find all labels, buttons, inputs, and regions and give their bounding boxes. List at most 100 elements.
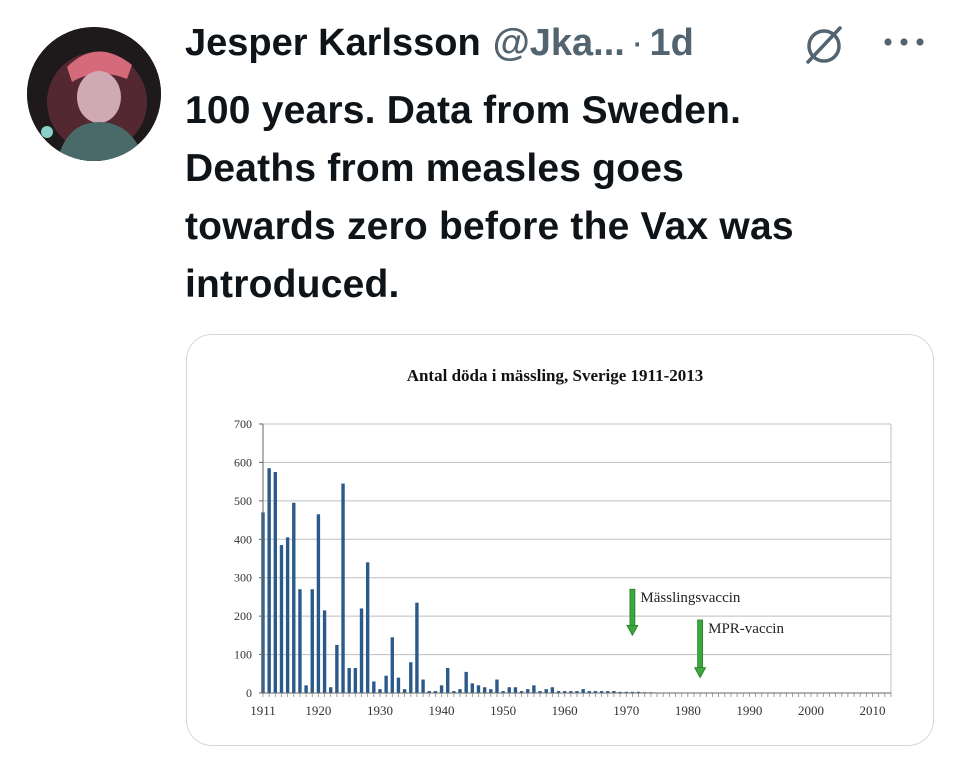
x-tick-label: 1920: [305, 703, 331, 718]
bar: [575, 691, 579, 693]
bar: [581, 689, 585, 693]
bar: [378, 689, 382, 693]
x-tick-label: 1970: [613, 703, 639, 718]
bar: [390, 637, 394, 693]
x-tick-label: 2000: [798, 703, 824, 718]
x-tick-label: 1990: [736, 703, 762, 718]
y-tick-label: 300: [234, 571, 252, 585]
bar: [273, 472, 278, 693]
tweet-text-line: towards zero before the Vax was: [185, 205, 794, 248]
y-tick-label: 100: [234, 648, 252, 662]
bar: [606, 691, 610, 693]
bar: [446, 668, 450, 693]
bar: [427, 691, 431, 693]
bar: [556, 691, 561, 693]
bar: [464, 671, 468, 693]
bar: [365, 562, 370, 693]
bar: [526, 689, 530, 693]
tweet-text-line: Deaths from measles goes: [185, 147, 685, 190]
bar: [636, 691, 641, 693]
vaccine-label: Mässlingsvaccin: [640, 590, 740, 606]
bar: [279, 545, 284, 693]
y-tick-label: 500: [234, 494, 252, 508]
bar: [562, 691, 567, 693]
bar: [372, 681, 376, 693]
bar: [513, 687, 518, 693]
bar: [569, 691, 573, 693]
bar: [476, 685, 481, 693]
y-tick-label: 600: [234, 455, 252, 469]
x-tick-label: 1980: [675, 703, 701, 718]
bar: [550, 687, 555, 693]
bar: [544, 689, 548, 693]
avatar[interactable]: [27, 27, 161, 161]
x-tick-label: 1911: [250, 703, 276, 718]
bar: [470, 683, 475, 693]
bar: [501, 691, 505, 693]
measles-chart: Antal döda i mässling, Sverige 1911-2013…: [234, 366, 892, 718]
bar: [532, 685, 536, 693]
tweet-text-line: introduced.: [185, 263, 400, 306]
tweet-text-line: 100 years. Data from Sweden.: [185, 89, 742, 132]
bar: [292, 502, 296, 693]
bar: [298, 589, 302, 693]
bar: [384, 675, 388, 693]
vaccine-arrow: [626, 588, 639, 637]
bar: [341, 483, 345, 693]
separator-dot: ·: [630, 21, 644, 64]
bar: [322, 610, 327, 693]
bar: [630, 691, 635, 693]
vaccine-arrow: [693, 619, 707, 679]
grok-icon[interactable]: [800, 20, 848, 68]
bar: [267, 468, 271, 693]
tweet-media-chart[interactable]: Antal döda i mässling, Sverige 1911-2013…: [186, 334, 934, 746]
y-tick-label: 400: [234, 532, 252, 546]
bar: [538, 691, 542, 693]
vaccine-label: MPR-vaccin: [708, 621, 784, 637]
bar: [507, 687, 511, 693]
bar: [519, 691, 524, 693]
y-tick-label: 200: [234, 609, 252, 623]
x-tick-label: 1930: [367, 703, 393, 718]
tweet-text: 100 years. Data from Sweden. Deaths from…: [185, 82, 925, 314]
bar: [618, 691, 622, 693]
bar: [593, 691, 598, 693]
bar: [458, 689, 462, 693]
bar: [612, 691, 616, 693]
bar: [489, 689, 493, 693]
bar: [587, 691, 592, 693]
bar: [452, 691, 456, 693]
timestamp[interactable]: 1d: [649, 21, 694, 64]
bar: [359, 608, 364, 693]
bar: [433, 691, 438, 693]
bar: [439, 685, 444, 693]
author-name[interactable]: Jesper Karlsson: [185, 21, 481, 64]
bar: [409, 662, 413, 693]
bar: [482, 687, 487, 693]
bar: [415, 602, 419, 693]
chart-title: Antal döda i mässling, Sverige 1911-2013: [407, 366, 704, 385]
bar: [347, 668, 351, 693]
bar: [421, 679, 425, 693]
bar: [316, 514, 321, 693]
bar: [624, 691, 628, 693]
bar: [396, 677, 401, 693]
more-icon[interactable]: [880, 30, 928, 54]
x-tick-label: 1960: [552, 703, 578, 718]
bar: [353, 668, 358, 693]
bar: [310, 589, 314, 693]
bar: [495, 679, 499, 693]
y-tick-label: 700: [234, 417, 252, 431]
bar: [402, 689, 407, 693]
tweet-header: Jesper Karlsson @Jka... · 1d: [185, 18, 694, 68]
bar: [329, 687, 333, 693]
bar: [285, 537, 290, 693]
x-tick-label: 1950: [490, 703, 516, 718]
bar: [304, 685, 308, 693]
x-tick-label: 1940: [429, 703, 455, 718]
bar: [335, 644, 339, 693]
author-handle[interactable]: @Jka...: [492, 21, 625, 64]
bar: [599, 691, 604, 693]
x-tick-label: 2010: [860, 703, 886, 718]
y-tick-label: 0: [246, 686, 252, 700]
